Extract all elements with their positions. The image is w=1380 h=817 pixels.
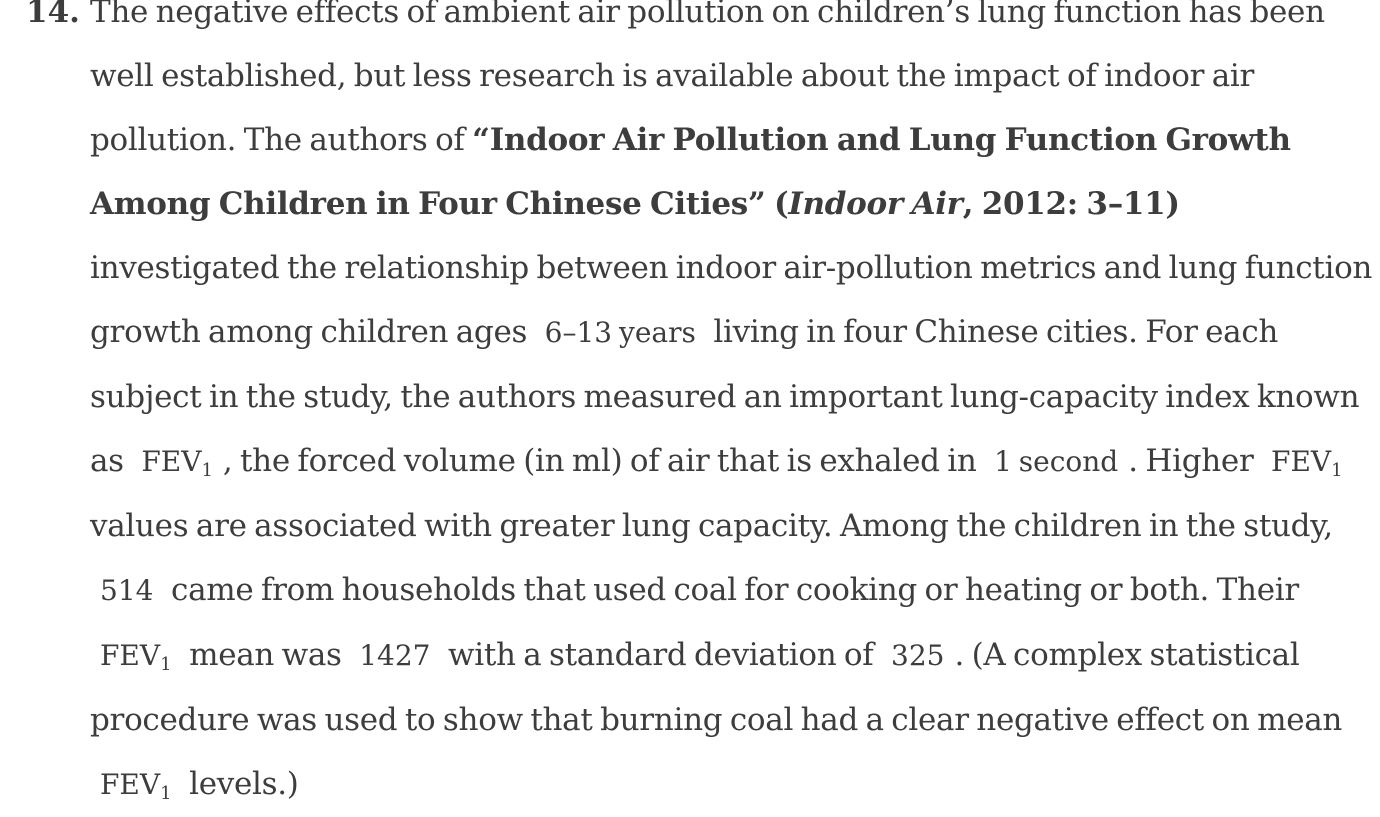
fev-subscript: 1: [201, 460, 213, 481]
fev-base: FEV: [100, 639, 161, 672]
text-levels: levels.): [181, 766, 299, 802]
sample-size: 514: [100, 574, 154, 607]
age-range-value: 6–13: [544, 316, 613, 349]
sd-value: 325: [891, 639, 945, 672]
fev1-symbol: FEV1: [90, 639, 182, 675]
problem-body: The negative effects of ambient air poll…: [90, 0, 1374, 817]
mean-value: 1427: [359, 639, 431, 672]
age-unit: years: [612, 316, 696, 349]
age-range: 6–13 years: [535, 316, 706, 349]
text-households: came from households that used coal for …: [163, 572, 1299, 608]
citation-title: “Indoor Air Pollution and Lung Function …: [90, 122, 1291, 222]
fev-base: FEV: [100, 768, 161, 801]
text-sd: with a standard deviation of: [440, 637, 882, 673]
fev-base: FEV: [1271, 445, 1332, 478]
fev1-symbol: FEV1: [131, 445, 223, 481]
text-intro: The negative effects of ambient air poll…: [90, 0, 1325, 158]
fev1-symbol: FEV1: [90, 768, 182, 804]
text-associated: values are associated with greater lung …: [90, 508, 1333, 544]
fev-subscript: 1: [160, 654, 172, 675]
citation-tail: , 2012: 3–11): [962, 186, 1180, 222]
text-cities: living in four Chinese cities. For each …: [90, 314, 1360, 479]
fev-base: FEV: [141, 445, 202, 478]
fev-subscript: 1: [160, 783, 172, 804]
text-higher: . Higher: [1128, 443, 1262, 479]
problem-number: 14.: [26, 0, 80, 30]
duration-unit: second: [1011, 445, 1119, 478]
journal-name: Indoor Air: [788, 186, 963, 222]
duration-value: 1: [994, 445, 1012, 478]
fev1-symbol: FEV1: [1261, 445, 1353, 481]
text-procedure: . (A complex statistical procedure was u…: [90, 637, 1343, 738]
text-relationship: investigated the relationship between in…: [90, 250, 1373, 350]
fev-subscript: 1: [1331, 460, 1343, 481]
citation: “Indoor Air Pollution and Lung Function …: [90, 122, 1291, 222]
duration: 1 second: [984, 445, 1128, 478]
text-mean-was: mean was: [181, 637, 350, 673]
text-forced-volume: , the forced volume (in ml) of air that …: [222, 443, 985, 479]
